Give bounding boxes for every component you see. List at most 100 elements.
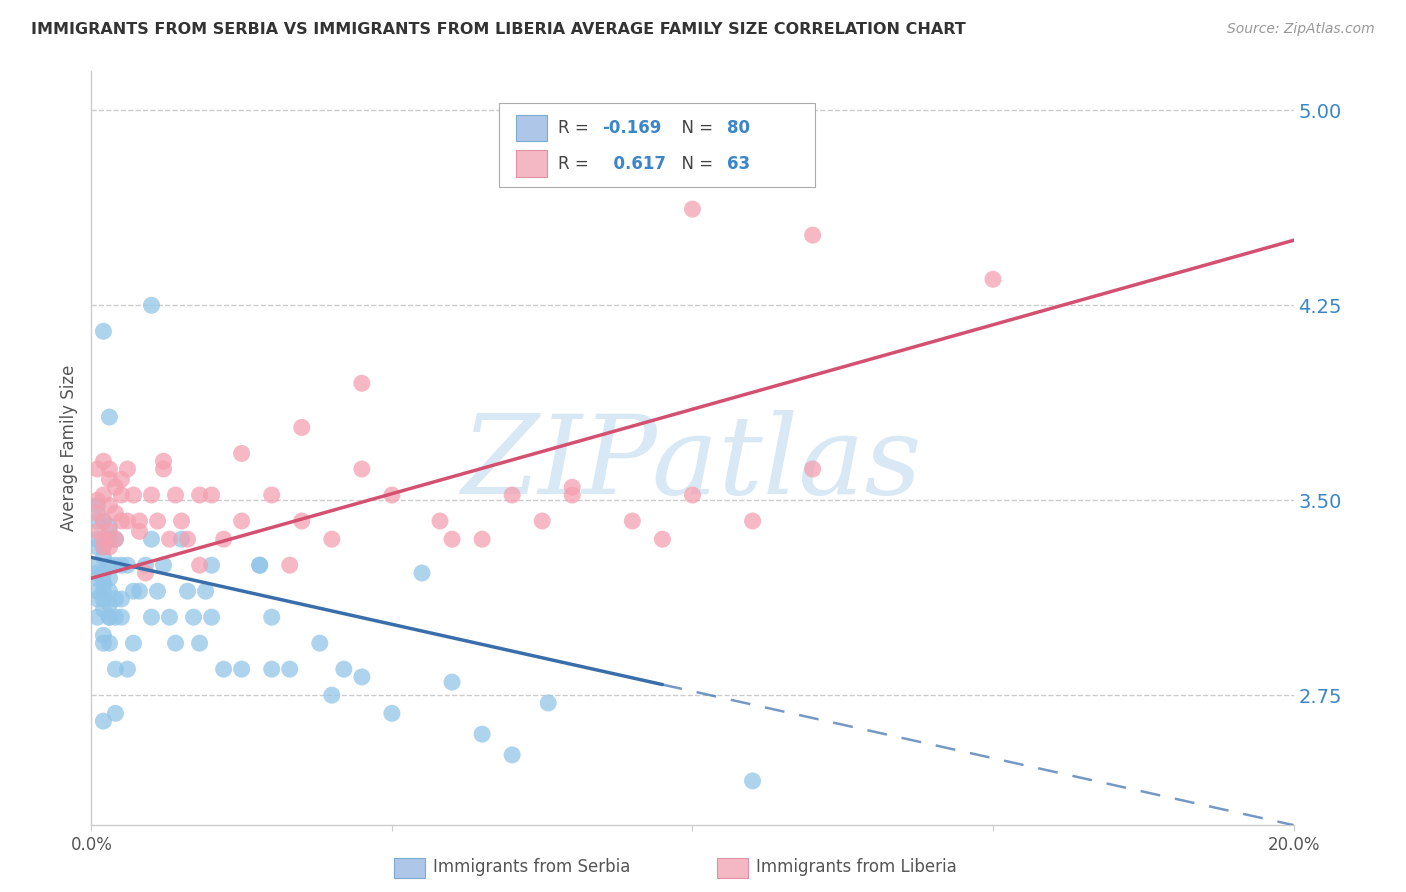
Point [104, 480, 127, 494]
Point [93, 714, 115, 728]
Point [110, 472, 132, 486]
Point [440, 532, 463, 546]
Point [159, 532, 181, 546]
Point [176, 584, 198, 599]
Point [93, 592, 115, 607]
Point [98, 540, 121, 554]
Text: ZIPatlas: ZIPatlas [463, 409, 922, 517]
Point [86, 610, 108, 624]
Point [260, 488, 283, 502]
Point [141, 488, 163, 502]
Point [98, 499, 121, 513]
Point [128, 514, 150, 528]
Point [93, 576, 115, 591]
Point [146, 514, 169, 528]
Point [122, 584, 145, 599]
Point [122, 488, 145, 502]
Point [146, 584, 169, 599]
Point [201, 610, 224, 624]
Point [86, 524, 108, 539]
Point [531, 514, 554, 528]
Text: R =: R = [558, 154, 595, 172]
Point [170, 532, 193, 546]
Point [93, 584, 115, 599]
Point [278, 558, 301, 573]
Point [93, 628, 115, 642]
Point [86, 566, 108, 580]
Point [333, 662, 356, 676]
Point [321, 688, 343, 702]
Point [110, 488, 132, 502]
Point [110, 514, 132, 528]
Point [98, 524, 121, 539]
Point [128, 584, 150, 599]
Point [86, 571, 108, 585]
Point [201, 488, 224, 502]
Point [741, 773, 763, 788]
Point [86, 584, 108, 599]
Point [93, 550, 115, 565]
Point [152, 558, 174, 573]
Point [98, 571, 121, 585]
Point [260, 662, 283, 676]
Point [170, 514, 193, 528]
Point [98, 610, 121, 624]
Point [350, 462, 373, 476]
Point [98, 636, 121, 650]
Point [117, 514, 139, 528]
Point [212, 662, 235, 676]
Point [93, 602, 115, 616]
Point [93, 636, 115, 650]
Point [429, 514, 451, 528]
Point [537, 696, 560, 710]
Point [98, 584, 121, 599]
Point [122, 636, 145, 650]
Point [104, 706, 127, 721]
Point [471, 532, 494, 546]
Point [194, 584, 217, 599]
Point [134, 558, 156, 573]
Point [93, 324, 115, 338]
Point [104, 532, 127, 546]
Point [188, 488, 211, 502]
Text: N =: N = [671, 154, 718, 172]
Text: Source: ZipAtlas.com: Source: ZipAtlas.com [1227, 22, 1375, 37]
Point [117, 662, 139, 676]
Point [183, 610, 205, 624]
Point [381, 488, 404, 502]
Point [141, 532, 163, 546]
Point [104, 506, 127, 520]
Point [98, 610, 121, 624]
Y-axis label: Average Family Size: Average Family Size [60, 365, 79, 532]
Text: -0.169: -0.169 [602, 119, 661, 137]
Point [291, 420, 314, 434]
Point [381, 706, 404, 721]
Point [104, 532, 127, 546]
Point [86, 558, 108, 573]
Point [350, 670, 373, 684]
Text: IMMIGRANTS FROM SERBIA VS IMMIGRANTS FROM LIBERIA AVERAGE FAMILY SIZE CORRELATIO: IMMIGRANTS FROM SERBIA VS IMMIGRANTS FRO… [31, 22, 966, 37]
Point [141, 610, 163, 624]
Point [98, 410, 121, 425]
Point [93, 514, 115, 528]
Point [86, 532, 108, 546]
Text: N =: N = [671, 119, 718, 137]
Point [201, 558, 224, 573]
Point [176, 532, 198, 546]
Point [134, 566, 156, 580]
Point [188, 636, 211, 650]
Point [681, 202, 703, 216]
Point [249, 558, 271, 573]
Point [188, 558, 211, 573]
Point [278, 662, 301, 676]
Point [159, 610, 181, 624]
Point [321, 532, 343, 546]
Point [110, 558, 132, 573]
Point [117, 462, 139, 476]
Point [86, 540, 108, 554]
Point [561, 480, 583, 494]
Point [104, 662, 127, 676]
Point [651, 532, 673, 546]
Point [291, 514, 314, 528]
Point [86, 493, 108, 508]
